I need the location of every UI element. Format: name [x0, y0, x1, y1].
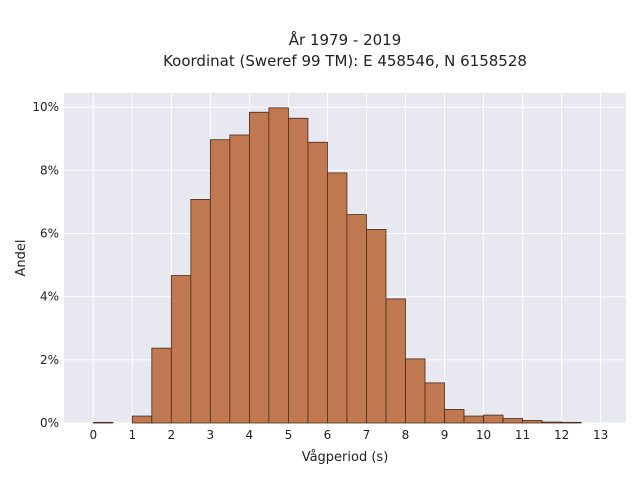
histogram-bar-23: [541, 421, 563, 424]
y-tick-label-4: 8%: [40, 163, 59, 177]
histogram-bar-11: [307, 141, 328, 424]
x-tick-label-8: 8: [402, 428, 410, 442]
histogram-bar-9: [268, 107, 289, 424]
x-tick-label-2: 2: [168, 428, 176, 442]
histogram-bar-12: [327, 172, 348, 424]
histogram-bar-16: [405, 358, 426, 424]
chart-title-line1: År 1979 - 2019: [289, 30, 402, 49]
x-tick-label-5: 5: [285, 428, 293, 442]
x-axis-label: Vågperiod (s): [302, 450, 389, 465]
histogram-bar-3: [151, 347, 172, 424]
chart-title-line2: Koordinat (Sweref 99 TM): E 458546, N 61…: [163, 52, 527, 70]
y-tick-label-0: 0%: [40, 416, 59, 430]
x-tick-label-9: 9: [441, 428, 449, 442]
histogram-bar-5: [190, 199, 211, 424]
y-tick-label-3: 6%: [40, 227, 59, 241]
histogram-bar-22: [522, 420, 543, 424]
x-tick-label-12: 12: [554, 428, 569, 442]
y-axis-ticks: 0% 2% 4% 6% 8% 10%: [32, 100, 59, 430]
histogram-bar-18: [444, 409, 465, 424]
x-tick-label-10: 10: [476, 428, 491, 442]
histogram-bar-24: [561, 421, 582, 424]
histogram-bar-14: [366, 229, 387, 424]
y-tick-label-5: 10%: [32, 100, 59, 114]
x-tick-label-6: 6: [324, 428, 332, 442]
histogram-bar-2: [131, 415, 153, 424]
histogram-bar-20: [483, 414, 504, 424]
x-tick-label-7: 7: [363, 428, 371, 442]
x-tick-label-4: 4: [246, 428, 254, 442]
histogram-bar-19: [463, 415, 484, 424]
x-tick-label-1: 1: [128, 428, 136, 442]
x-axis-ticks: 0 1 2 3 4 5 6 7 8 9 10 11 12 13: [89, 428, 608, 442]
histogram-bar-7: [229, 134, 250, 424]
histogram-bar-13: [346, 214, 367, 424]
x-tick-label-11: 11: [515, 428, 530, 442]
histogram-bars: [92, 107, 582, 424]
histogram-bar-10: [288, 117, 309, 424]
x-tick-label-0: 0: [89, 428, 97, 442]
x-tick-label-13: 13: [593, 428, 608, 442]
y-tick-label-1: 2%: [40, 353, 59, 367]
x-tick-label-3: 3: [207, 428, 215, 442]
histogram-bar-6: [209, 139, 231, 424]
histogram-bar-15: [385, 298, 406, 424]
histogram-bar-0: [92, 421, 114, 424]
histogram-bar-17: [424, 382, 445, 424]
histogram-bar-8: [248, 111, 270, 424]
histogram-bar-21: [502, 418, 523, 424]
histogram-bar-4: [170, 275, 192, 424]
y-tick-label-2: 4%: [40, 290, 59, 304]
y-axis-label: Andel: [14, 240, 29, 277]
